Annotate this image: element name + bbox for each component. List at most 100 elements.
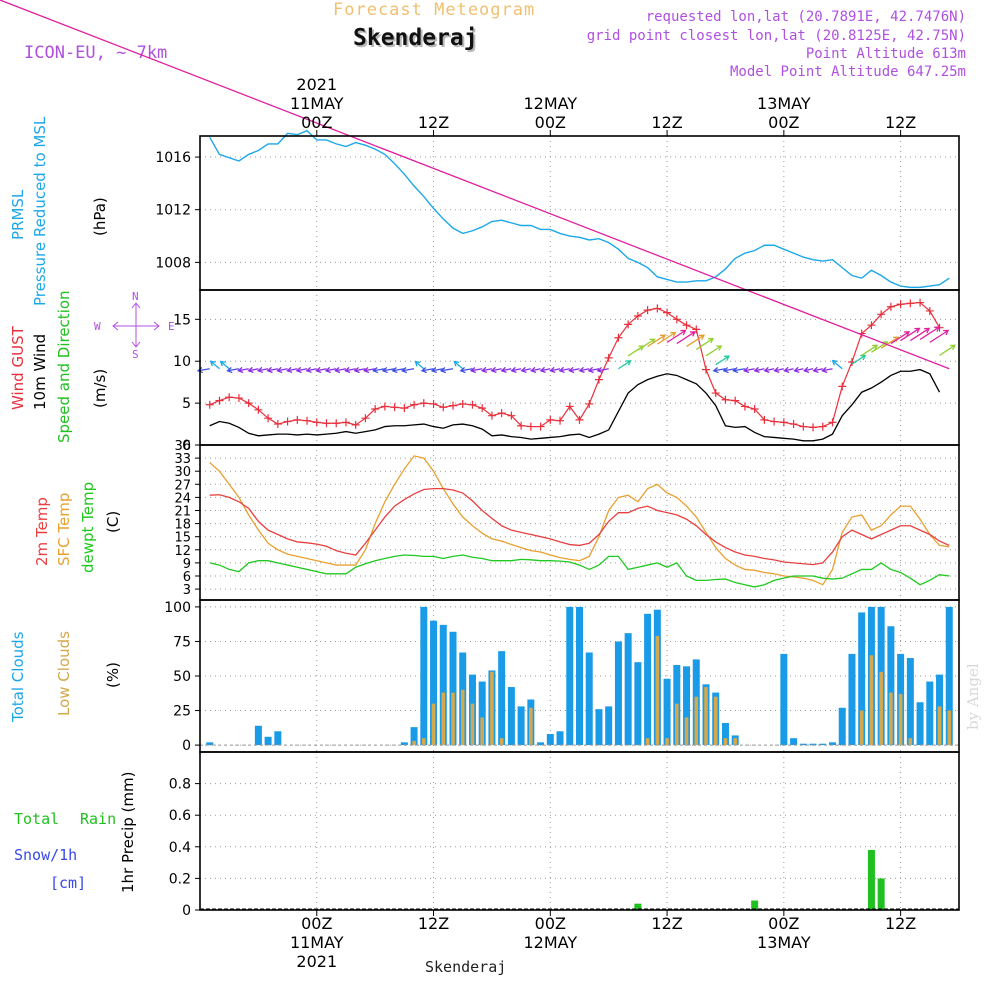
top-xtick-label: 13MAY	[757, 94, 811, 113]
gust-marker	[770, 417, 779, 426]
wind-direction-arrow	[286, 366, 298, 374]
gust-marker	[633, 311, 642, 320]
arrow-shaft	[705, 345, 722, 357]
gust-marker	[750, 404, 759, 413]
low-cloud-bar	[675, 703, 679, 746]
total-cloud-bar	[829, 742, 836, 746]
total-cloud-bar	[702, 684, 710, 746]
gust-marker	[886, 302, 895, 311]
arrow-head	[773, 366, 780, 373]
arrow-head	[723, 355, 730, 361]
arrow-head	[490, 366, 497, 374]
gust-marker	[867, 321, 876, 330]
arrow-shaft	[723, 368, 736, 372]
ytick-label-clouds: 0	[182, 738, 191, 754]
arrow-shaft	[354, 368, 366, 372]
gust-marker	[497, 409, 506, 418]
ytick-label-temperature: 12	[174, 544, 191, 559]
precip-total-label: Total	[14, 810, 60, 828]
gust-marker	[487, 411, 496, 420]
low-cloud-bar	[859, 710, 864, 746]
bottom-xtick-label: 13MAY	[757, 933, 811, 952]
gust-marker	[711, 389, 720, 398]
wind-direction-arrow	[763, 366, 775, 374]
total-cloud-bar	[916, 702, 924, 746]
wind-direction-arrow	[490, 366, 502, 374]
arrow-head	[716, 345, 723, 351]
arrow-shaft	[588, 368, 600, 372]
wind-direction-arrow	[686, 334, 706, 348]
total-cloud-bar	[848, 653, 856, 746]
top-xtick-label: 12MAY	[523, 94, 577, 113]
total-cloud-bar	[731, 735, 739, 746]
gust-marker	[857, 329, 866, 338]
total-cloud-bar	[790, 738, 798, 746]
arrow-head	[324, 366, 331, 374]
arrow-head	[689, 331, 696, 337]
arrow-head	[247, 366, 254, 374]
gust-marker	[935, 323, 944, 332]
arrow-head	[722, 366, 729, 374]
arrow-shaft	[666, 329, 686, 343]
dewpt-temp-label: dewpt Temp	[79, 481, 97, 573]
temp-unit-label: (C)	[104, 510, 122, 533]
wind-direction-arrow	[344, 366, 356, 374]
wind-direction-arrow	[722, 366, 736, 374]
rain-bar	[867, 849, 875, 910]
arrow-shaft	[713, 368, 726, 372]
low-cloud-bar	[908, 738, 913, 746]
arrow-shaft	[686, 334, 705, 348]
gust-marker	[663, 308, 672, 317]
wind-direction-arrow	[637, 338, 656, 351]
bottom-xtick-label: 12Z	[651, 914, 682, 933]
ytick-label-pressure: 1016	[155, 150, 191, 166]
ytick-label-pressure: 1012	[155, 203, 191, 219]
arrow-shaft	[431, 368, 444, 372]
gust-marker	[740, 402, 749, 411]
low-cloud-bar	[529, 707, 533, 746]
panel-frame-clouds	[199, 599, 960, 753]
total-cloud-bar	[926, 681, 934, 746]
arrow-shaft	[306, 368, 317, 372]
total-cloud-bar	[877, 606, 885, 746]
total-cloud-bar	[478, 681, 486, 746]
total-cloud-bar	[683, 666, 691, 746]
top-xtick-label: 00Z	[768, 113, 799, 132]
gust-marker	[916, 298, 925, 307]
low-cloud-bar	[937, 706, 942, 746]
gust-marker	[361, 414, 370, 423]
wind-direction-arrow	[695, 337, 715, 350]
gust-marker	[341, 418, 350, 427]
precip-snow-label: Snow/1h	[14, 846, 78, 864]
total-cloud-bar	[576, 606, 583, 746]
arrow-head	[649, 338, 656, 345]
top-xtick-label: 12Z	[418, 113, 449, 132]
gust-marker	[517, 421, 526, 430]
arrow-head	[578, 366, 585, 374]
arrow-shaft	[579, 368, 590, 372]
gust-marker	[478, 404, 487, 413]
arrow-head	[353, 366, 360, 374]
arrow-head	[943, 329, 950, 336]
low-cloud-bar	[733, 738, 737, 746]
ytick-label-precip: 0.8	[169, 777, 191, 793]
gust-marker	[419, 399, 428, 408]
arrow-shaft	[248, 368, 259, 372]
gust-marker	[507, 411, 516, 420]
wind-direction-arrow	[909, 327, 931, 342]
wind-direction-arrow	[400, 367, 415, 374]
wind-direction-arrow	[743, 366, 755, 374]
pressure-line	[209, 129, 950, 289]
gust-marker	[653, 304, 662, 313]
wind-direction-arrow	[363, 366, 376, 374]
gust-marker	[702, 365, 710, 374]
arrow-head	[480, 366, 488, 374]
gust-marker	[779, 418, 788, 427]
footer-location: Skenderaj	[425, 958, 507, 976]
arrow-shaft	[647, 334, 666, 348]
arrow-head	[266, 366, 273, 374]
total-cloud-bar	[644, 613, 652, 746]
wind-direction-arrow	[783, 366, 794, 373]
arrow-shaft	[676, 331, 696, 345]
arrow-shaft	[453, 361, 464, 370]
